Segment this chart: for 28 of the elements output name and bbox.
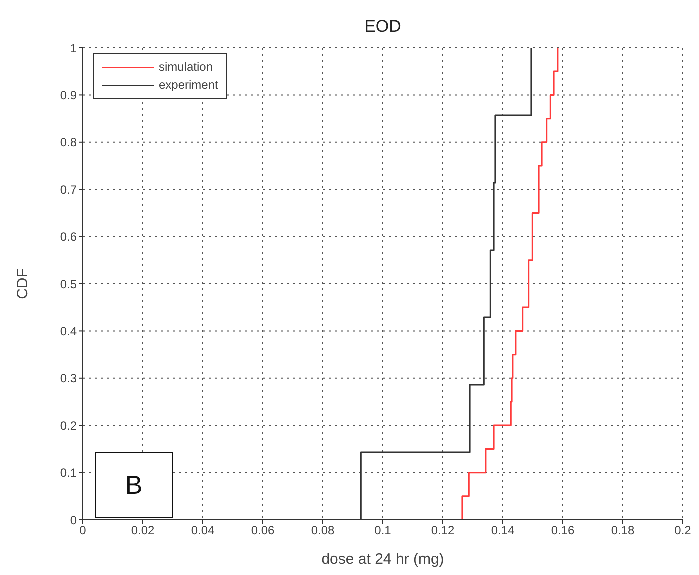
legend-label: simulation xyxy=(159,59,214,76)
x-tick-label: 0 xyxy=(80,524,87,538)
annotation: B xyxy=(95,452,173,518)
y-tick-label: 0.2 xyxy=(60,418,78,433)
x-tick-label: 0.08 xyxy=(311,524,335,538)
y-tick-label: 0 xyxy=(70,513,78,528)
x-tick-label: 0.04 xyxy=(191,524,215,538)
y-tick-label: 0.6 xyxy=(60,230,78,244)
x-tick-label: 0.2 xyxy=(674,524,692,538)
y-axis-title: CDF xyxy=(14,268,32,300)
y-tick-label: 0.7 xyxy=(60,182,78,197)
x-tick-label: 0.06 xyxy=(251,524,275,538)
x-tick-label: 0.1 xyxy=(374,524,392,538)
y-tick-label: 0.4 xyxy=(60,324,78,338)
y-tick-label: 1 xyxy=(70,41,78,56)
y-tick-label: 0.1 xyxy=(60,466,78,480)
x-tick-label: 0.16 xyxy=(551,524,575,538)
chart-title: EOD xyxy=(364,17,402,36)
y-tick-label: 0.3 xyxy=(60,372,78,386)
x-tick-label: 0.18 xyxy=(611,524,635,538)
x-tick-label: 0.12 xyxy=(431,524,455,538)
y-tick-label: 0.5 xyxy=(60,277,78,292)
legend-label: experiment xyxy=(159,77,218,94)
y-tick-label: 0.8 xyxy=(60,136,78,150)
y-tick-label: 0.9 xyxy=(60,88,78,102)
x-axis-title: dose at 24 hr (mg) xyxy=(322,551,444,568)
x-tick-label: 0.02 xyxy=(131,524,155,538)
x-tick-label: 0.14 xyxy=(491,524,515,538)
